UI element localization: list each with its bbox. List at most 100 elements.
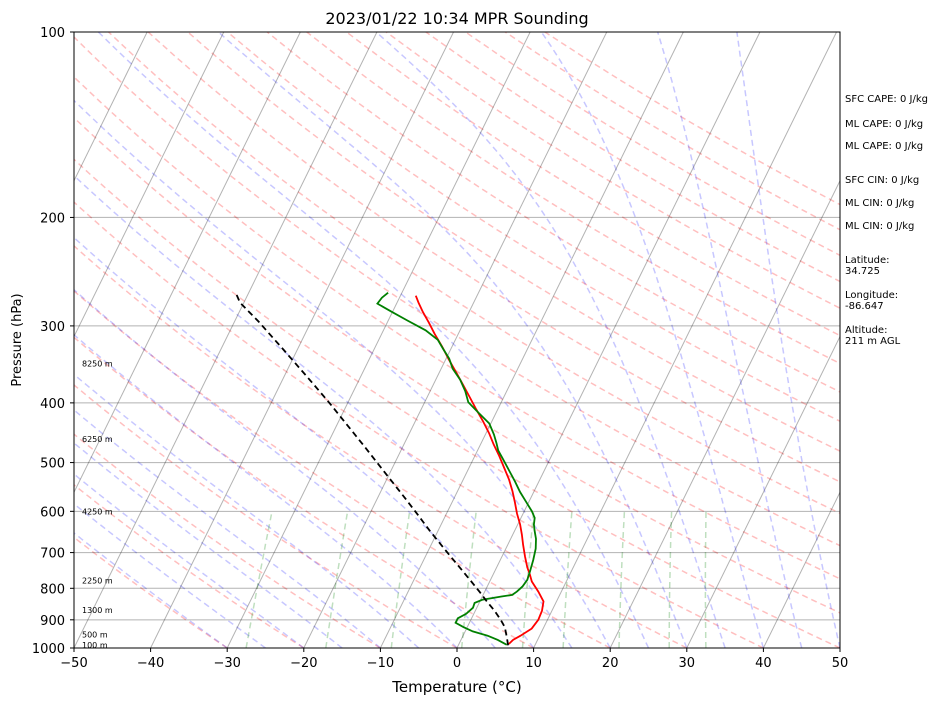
isotherm xyxy=(303,32,608,648)
ml-cin-text: ML CIN: 0 J/kg xyxy=(845,198,915,209)
moist-adiabat xyxy=(74,409,381,648)
moist-adiabat xyxy=(540,32,765,648)
x-tick-label: −20 xyxy=(290,656,317,671)
longitude-value: -86.647 xyxy=(845,301,884,312)
x-tick-label: −30 xyxy=(213,656,240,671)
height-label: 100 m xyxy=(82,641,108,650)
x-axis-label: Temperature (°C) xyxy=(391,678,521,696)
y-tick-label: 900 xyxy=(40,614,65,629)
ml-cin-text: ML CIN: 0 J/kg xyxy=(845,221,915,232)
dry-adiabat xyxy=(425,32,840,283)
moist-adiabat xyxy=(74,442,343,648)
dry-adiabat xyxy=(74,383,458,648)
mixing-ratio-line xyxy=(460,511,477,648)
dry-adiabat xyxy=(187,32,840,452)
mixing-ratio-line xyxy=(245,511,273,648)
height-label: 8250 m xyxy=(82,359,113,368)
height-label: 500 m xyxy=(82,630,108,639)
isotherm xyxy=(74,32,225,338)
dry-adiabat xyxy=(74,536,228,648)
mixing-ratio-line xyxy=(704,511,707,648)
x-tick-label: 30 xyxy=(679,656,696,671)
x-tick-label: 20 xyxy=(602,656,619,671)
moist-adiabat xyxy=(74,174,573,648)
moist-adiabat xyxy=(74,236,535,648)
dry-adiabat xyxy=(74,201,764,648)
y-tick-label: 200 xyxy=(40,211,65,226)
longitude-label: Longitude: xyxy=(845,290,899,301)
height-labels: 100 m 500 m 1300 m 2250 m 4250 m 6250 m 8250 m xyxy=(82,359,113,649)
dry-adiabat xyxy=(74,290,611,648)
isotherm xyxy=(533,32,838,648)
dry-adiabat xyxy=(74,244,688,648)
x-axis: −50 −40 −30 −20 −10 0 10 20 30 40 50 xyxy=(60,648,848,671)
moist-adiabat xyxy=(74,502,266,648)
moist-adiabat xyxy=(736,32,840,648)
altitude-label: Altitude: xyxy=(845,325,888,336)
moist-adiabat xyxy=(74,473,305,648)
latitude-value: 34.725 xyxy=(845,266,880,277)
y-tick-label: 300 xyxy=(40,320,65,335)
dry-adiabat xyxy=(74,116,840,614)
moist-adiabat xyxy=(217,32,688,648)
dry-adiabat xyxy=(74,433,381,648)
dry-adiabat xyxy=(74,36,840,547)
latitude-label: Latitude: xyxy=(845,255,890,266)
dry-adiabat xyxy=(346,32,840,337)
ml-cape-text: ML CAPE: 0 J/kg xyxy=(845,119,924,130)
sfc-cape-text: SFC CAPE: 0 J/kg xyxy=(845,94,928,105)
height-label: 2250 m xyxy=(82,576,113,585)
height-label: 4250 m xyxy=(82,507,113,516)
isotherm xyxy=(74,32,301,494)
height-label: 1300 m xyxy=(82,606,113,615)
mixing-ratio-line xyxy=(668,511,673,648)
y-tick-label: 700 xyxy=(40,547,65,562)
moist-adiabat xyxy=(74,333,458,648)
dry-adiabat xyxy=(147,32,840,483)
isotherm xyxy=(74,32,378,648)
altitude-value: 211 m AGL xyxy=(845,336,901,347)
moist-adiabat xyxy=(97,32,650,648)
isotherm xyxy=(762,491,840,648)
x-tick-label: 50 xyxy=(832,656,849,671)
isotherm xyxy=(226,32,531,648)
dry-adiabat xyxy=(74,75,840,580)
moist-adiabat xyxy=(74,99,611,648)
x-tick-label: 0 xyxy=(453,656,461,671)
dewpoint-line xyxy=(376,291,537,646)
y-tick-label: 600 xyxy=(40,505,65,520)
y-tick-label: 500 xyxy=(40,457,65,472)
x-tick-label: −50 xyxy=(60,656,87,671)
parcel-line xyxy=(234,292,509,646)
y-tick-label: 1000 xyxy=(32,642,65,657)
moist-adiabat xyxy=(656,32,803,648)
background-lines xyxy=(74,32,840,648)
isotherm xyxy=(379,32,684,648)
ml-cape-text: ML CAPE: 0 J/kg xyxy=(845,141,924,152)
y-tick-label: 100 xyxy=(40,26,65,41)
y-axis-label: Pressure (hPa) xyxy=(10,293,25,386)
dry-adiabat xyxy=(306,32,840,365)
isotherm xyxy=(609,179,840,648)
dry-adiabat xyxy=(227,32,840,423)
x-tick-label: 40 xyxy=(755,656,772,671)
plot-frame xyxy=(73,31,841,649)
sfc-cin-text: SFC CIN: 0 J/kg xyxy=(845,175,920,186)
x-tick-label: 10 xyxy=(525,656,542,671)
moist-adiabat xyxy=(375,32,726,648)
moist-adiabat xyxy=(74,532,228,648)
mixing-ratio-line xyxy=(390,511,411,648)
y-tick-label: 400 xyxy=(40,397,65,412)
sounding-lines xyxy=(234,291,545,646)
mixing-ratio-line xyxy=(325,511,349,648)
height-label: 6250 m xyxy=(82,435,113,444)
y-axis: 100 200 300 400 500 600 700 800 900 1000 xyxy=(32,26,74,657)
x-tick-label: −10 xyxy=(367,656,394,671)
isotherm xyxy=(150,32,455,648)
isotherm xyxy=(686,335,840,648)
dry-adiabat xyxy=(107,32,840,515)
chart-title: 2023/01/22 10:34 MPR Sounding xyxy=(325,9,588,28)
isotherm xyxy=(74,32,148,182)
y-tick-label: 800 xyxy=(40,582,65,597)
